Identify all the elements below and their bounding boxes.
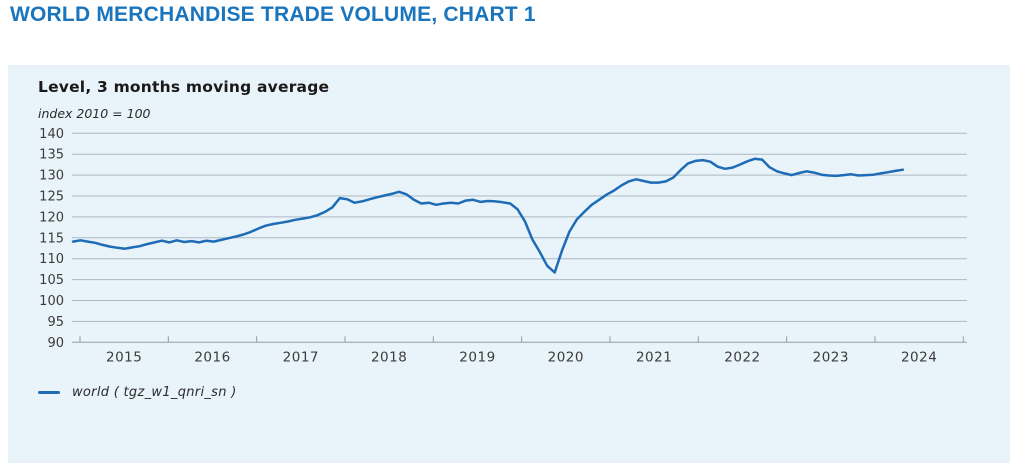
plot-area: 140 135 130 125 120 115 110 105 100 95 90 2015 2016 2… (8, 65, 1010, 463)
chart-panel: 140 135 130 125 120 115 110 105 100 95 90 2015 2016 2… (8, 65, 1010, 463)
legend: world ( tgz_w1_qnri_sn ) (38, 384, 237, 400)
x-tick-label: 2016 (194, 349, 230, 365)
y-tick-label: 120 (39, 210, 64, 225)
page-title: WORLD MERCHANDISE TRADE VOLUME, CHART 1 (10, 3, 536, 26)
x-tick-label: 2015 (106, 349, 142, 365)
legend-line-swatch (38, 390, 60, 394)
x-tick-label: 2020 (548, 349, 584, 365)
y-tick-label: 110 (39, 252, 64, 267)
x-tick-label: 2023 (813, 349, 849, 365)
x-tick-label: 2021 (636, 349, 672, 365)
y-tick-label: 140 (39, 127, 64, 142)
chart-unit-label: index 2010 = 100 (38, 106, 151, 121)
x-tick-label: 2019 (459, 349, 495, 365)
data-line-world (71, 157, 905, 274)
y-tick-label: 135 (39, 148, 64, 163)
y-tick-label: 115 (39, 231, 64, 246)
x-tick-label: 2017 (283, 349, 319, 365)
y-tick-label: 105 (39, 273, 64, 288)
y-tick-label: 130 (39, 169, 64, 184)
y-tick-label: 125 (39, 190, 64, 205)
chart-title: Level, 3 months moving average (38, 78, 330, 96)
x-tick-label: 2024 (901, 349, 937, 365)
x-tick-label: 2018 (371, 349, 407, 365)
legend-series-label: world ( tgz_w1_qnri_sn ) (72, 384, 237, 400)
y-tick-label: 95 (47, 315, 64, 330)
x-tick-label: 2022 (724, 349, 760, 365)
y-tick-label: 90 (47, 336, 64, 351)
y-tick-label: 100 (39, 294, 64, 309)
line-chart: 140 135 130 125 120 115 110 105 100 95 90 2015 2016 2… (39, 127, 967, 365)
